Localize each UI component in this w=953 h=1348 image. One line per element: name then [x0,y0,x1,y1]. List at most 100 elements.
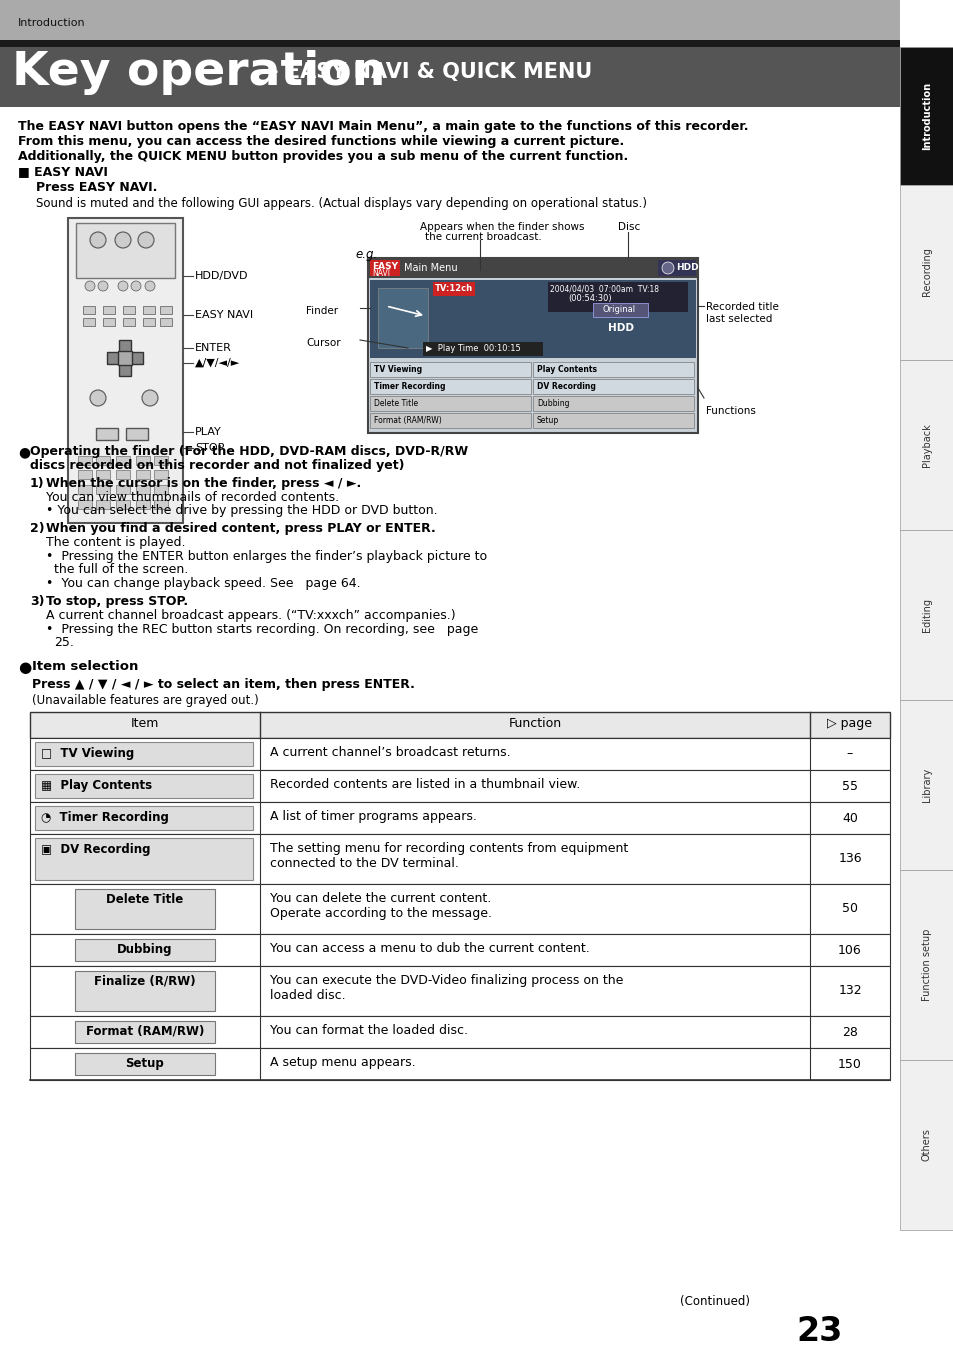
Bar [78,485,91,493]
Text: Operate according to the message.: Operate according to the message. [270,907,492,919]
Bar [75,1020,214,1043]
Text: Editing: Editing [921,599,931,632]
Text: The EASY NAVI button opens the “EASY NAVI Main Menu”, a main gate to the functio: The EASY NAVI button opens the “EASY NAV… [18,120,748,133]
Text: the current broadcast.: the current broadcast. [424,232,541,243]
Text: ▣  DV Recording: ▣ DV Recording [41,842,151,856]
Bar [160,306,172,314]
Text: Additionally, the QUICK MENU button provides you a sub menu of the current funct: Additionally, the QUICK MENU button prov… [18,150,628,163]
Bar [83,306,95,314]
Bar [116,470,130,479]
Text: Original: Original [602,305,636,314]
Bar [75,888,214,929]
Bar [103,318,115,326]
Text: 28: 28 [841,1026,857,1038]
Text: NAVI: NAVI [372,270,390,278]
Bar [30,967,889,1016]
Bar [899,360,953,530]
Text: 25.: 25. [54,636,73,648]
Bar [143,318,154,326]
Text: A list of timer programs appears.: A list of timer programs appears. [270,810,476,824]
Bar [433,282,475,297]
Bar [96,429,118,439]
Bar [123,318,135,326]
Bar [35,774,253,798]
Bar [116,500,130,510]
Text: You can execute the DVD-Video finalizing process on the: You can execute the DVD-Video finalizing… [270,975,622,987]
Text: Others: Others [921,1128,931,1162]
Text: e.g.: e.g. [355,248,376,262]
Bar [153,500,168,510]
Text: ▦  Play Contents: ▦ Play Contents [41,779,152,793]
Bar [126,429,148,439]
Text: Appears when the finder shows: Appears when the finder shows [419,222,584,232]
Bar [593,303,647,317]
Text: 136: 136 [838,852,861,865]
Text: •  You can change playback speed. See   page 64.: • You can change playback speed. See pag… [46,577,360,590]
Bar [78,470,91,479]
Bar [368,257,698,433]
Text: ●: ● [18,661,31,675]
Bar [0,47,899,106]
Text: Main Menu: Main Menu [403,263,457,274]
Bar [533,412,693,429]
Text: You can format the loaded disc.: You can format the loaded disc. [270,1024,468,1037]
Text: Setup: Setup [126,1057,164,1070]
Text: PLAY: PLAY [194,427,221,437]
Bar [68,218,183,523]
Text: •  Pressing the REC button starts recording. On recording, see   page: • Pressing the REC button starts recordi… [46,623,477,636]
Text: □  TV Viewing: □ TV Viewing [41,747,134,760]
Circle shape [90,232,106,248]
Bar [143,306,154,314]
Bar [116,456,130,465]
Text: ▶  Play Time  00:10:15: ▶ Play Time 00:10:15 [426,344,520,353]
Text: Recorded title: Recorded title [705,302,778,311]
Bar [0,40,899,47]
Bar [153,470,168,479]
Bar [899,1060,953,1229]
Bar [116,485,130,493]
Text: Delete Title: Delete Title [374,399,417,408]
Text: DV Recording: DV Recording [537,381,596,391]
Text: - EASY NAVI & QUICK MENU: - EASY NAVI & QUICK MENU [270,62,592,82]
Bar [35,838,253,880]
Bar [30,834,889,884]
Text: Key operation: Key operation [12,50,385,94]
Text: EASY: EASY [372,262,397,271]
Circle shape [145,280,154,291]
Text: Introduction: Introduction [921,82,931,150]
Bar [153,485,168,493]
Bar [75,940,214,961]
Bar [96,470,110,479]
Text: A setup menu appears.: A setup menu appears. [270,1055,416,1069]
Text: (Unavailable features are grayed out.): (Unavailable features are grayed out.) [32,694,258,706]
Bar [0,0,899,40]
Bar [160,318,172,326]
Bar [658,260,696,276]
Bar [136,470,150,479]
Text: last selected: last selected [705,314,772,324]
Text: Press ▲ / ▼ / ◄ / ► to select an item, then press ENTER.: Press ▲ / ▼ / ◄ / ► to select an item, t… [32,678,415,692]
Text: HDD: HDD [676,263,698,272]
Text: A current channel’s broadcast returns.: A current channel’s broadcast returns. [270,745,510,759]
Bar [368,257,698,278]
Text: EASY NAVI: EASY NAVI [194,310,253,319]
Bar [30,802,889,834]
Text: Disc: Disc [618,222,639,232]
Bar [30,1016,889,1047]
Bar [78,456,91,465]
Bar [899,47,953,185]
Bar [370,260,399,276]
Bar [533,396,693,411]
Text: Functions: Functions [705,406,755,417]
Text: ■ EASY NAVI: ■ EASY NAVI [18,164,108,178]
Text: Cursor: Cursor [306,338,340,348]
Bar [35,741,253,766]
Text: To stop, press STOP.: To stop, press STOP. [46,594,188,608]
Bar [96,485,110,493]
Text: (Continued): (Continued) [679,1295,749,1308]
Text: Sound is muted and the following GUI appears. (Actual displays vary depending on: Sound is muted and the following GUI app… [36,197,646,210]
Text: –: – [846,748,852,760]
Text: 23: 23 [796,1316,842,1348]
Bar [370,396,531,411]
Bar [75,971,214,1011]
